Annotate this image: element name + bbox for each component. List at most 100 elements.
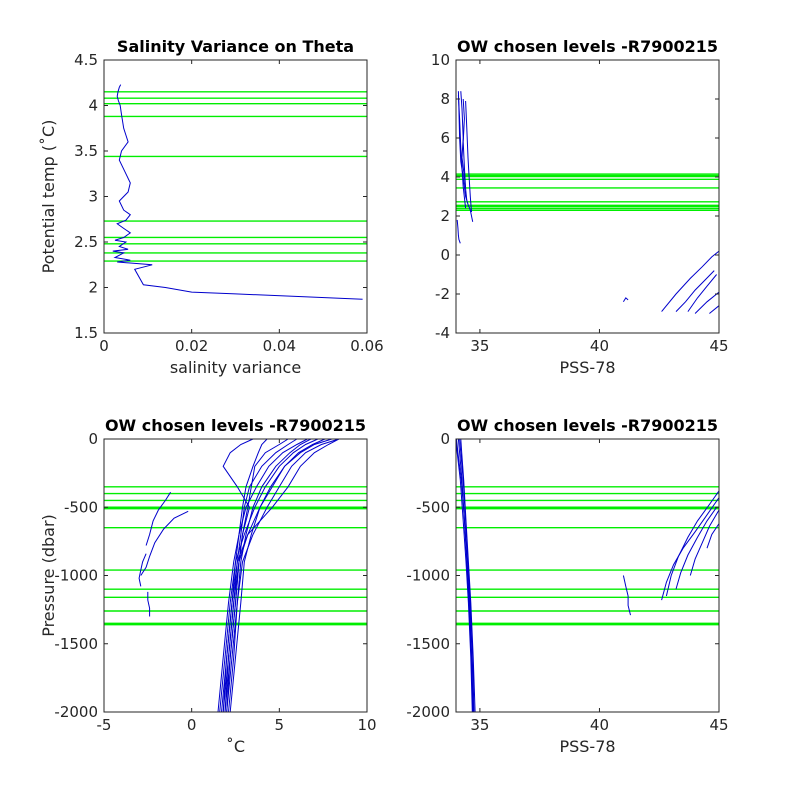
profile-line	[694, 291, 720, 314]
panel-ow-salinity-pressure: 35 40 45 -2000 -1500 -1000 -500 0 OW chosen le…	[406, 416, 728, 756]
profile-line	[661, 497, 720, 601]
y-tick-label: -1500	[406, 635, 450, 653]
y-tick-label: -500	[64, 498, 98, 516]
x-ticks: -5 0 5 10	[97, 439, 377, 734]
x-tick-label: 10	[357, 716, 376, 734]
x-tick-label: 0.06	[350, 337, 383, 355]
x-tick-label: 45	[709, 716, 728, 734]
profile-line	[706, 523, 720, 549]
profile-line	[455, 438, 473, 713]
profile-line	[661, 250, 720, 312]
y-ticks: 1.5 2 2.5 3 3.5 4 4.5	[74, 51, 367, 342]
y-tick-label: -1000	[54, 567, 98, 585]
profile-line	[138, 553, 147, 587]
x-axis-label: ˚C	[226, 737, 245, 756]
y-tick-label: 0	[88, 430, 98, 448]
x-axis-label: PSS-78	[559, 737, 615, 756]
profile-line	[229, 438, 326, 713]
x-tick-label: 0.02	[175, 337, 208, 355]
x-axis-label: salinity variance	[170, 358, 301, 377]
profile-line	[222, 438, 254, 713]
panel-title: OW chosen levels -R7900215	[457, 37, 718, 56]
y-axis-label: Potential temp (˚C)	[39, 120, 58, 274]
y-tick-label: -4	[435, 324, 450, 342]
data-series	[138, 438, 340, 713]
y-tick-label: 2.5	[74, 233, 98, 251]
y-axis-label: Pressure (dbar)	[39, 514, 58, 637]
x-tick-label: 35	[470, 716, 489, 734]
profile-line	[675, 507, 718, 590]
profile-line	[622, 575, 631, 616]
profile-line	[112, 84, 363, 300]
y-tick-label: 0	[440, 246, 450, 264]
x-tick-label: 40	[590, 337, 609, 355]
x-tick-label: 0	[187, 716, 197, 734]
x-tick-label: 40	[590, 716, 609, 734]
profile-line	[622, 297, 629, 303]
panel-ow-salinity-theta: 35 40 45 -4 -2 0 2 4 6 8 10 OW chosen levels -R79…	[431, 37, 729, 377]
panel-title: Salinity Variance on Theta	[117, 37, 354, 56]
y-tick-label: 1.5	[74, 324, 98, 342]
profile-line	[457, 95, 467, 209]
profile-line	[689, 509, 720, 576]
x-tick-label: 5	[275, 716, 285, 734]
chosen-level-lines	[104, 91, 367, 262]
y-tick-label: 2	[440, 207, 450, 225]
y-ticks: -2000 -1500 -1000 -500 0	[54, 430, 367, 721]
y-tick-label: 4	[440, 168, 450, 186]
profile-line	[457, 91, 474, 222]
profile-line	[465, 100, 472, 213]
profile-line	[222, 438, 268, 713]
x-tick-label: 45	[709, 337, 728, 355]
y-tick-label: 4.5	[74, 51, 98, 69]
profile-line	[709, 305, 720, 314]
profile-line	[665, 490, 720, 597]
profile-line	[224, 438, 340, 713]
x-axis-label: PSS-78	[559, 358, 615, 377]
chosen-level-lines	[456, 486, 719, 626]
x-ticks: 0 0.02 0.04 0.06	[99, 60, 384, 355]
y-tick-label: 3.5	[74, 142, 98, 160]
y-tick-label: 8	[440, 90, 450, 108]
y-ticks: -4 -2 0 2 4 6 8 10	[431, 51, 719, 342]
y-tick-label: -500	[416, 498, 450, 516]
profile-line	[140, 510, 189, 576]
profile-line	[456, 438, 474, 713]
profile-line	[460, 438, 476, 713]
panel-title: OW chosen levels -R7900215	[105, 416, 366, 435]
x-ticks: 35 40 45	[470, 60, 729, 355]
panel-salinity-variance: 0 0.02 0.04 0.06 1.5 2 2.5 3 3.5 4 4.5 Salinity V…	[39, 37, 384, 377]
y-tick-label: 2	[88, 279, 98, 297]
profile-line	[228, 438, 312, 713]
x-ticks: 35 40 45	[470, 439, 729, 734]
data-series	[455, 438, 720, 713]
y-tick-label: -1000	[406, 567, 450, 585]
profile-line	[462, 98, 467, 189]
y-tick-label: 4	[88, 97, 98, 115]
data-series	[112, 84, 363, 300]
profile-line	[147, 591, 151, 617]
profile-line	[687, 274, 717, 312]
profile-line	[219, 438, 319, 713]
x-tick-label: -5	[97, 716, 112, 734]
y-tick-label: 0	[440, 430, 450, 448]
x-tick-label: 35	[470, 337, 489, 355]
y-tick-label: -2000	[54, 703, 98, 721]
y-ticks: -2000 -1500 -1000 -500 0	[406, 430, 719, 721]
profile-line	[145, 491, 172, 546]
y-tick-label: 6	[440, 129, 450, 147]
data-series	[456, 91, 720, 314]
x-tick-label: 0	[99, 337, 109, 355]
y-tick-label: -1500	[54, 635, 98, 653]
panel-title: OW chosen levels -R7900215	[457, 416, 718, 435]
y-tick-label: -2	[435, 285, 450, 303]
axes-box	[455, 59, 720, 334]
y-tick-label: -2000	[406, 703, 450, 721]
x-tick-label: 0.04	[263, 337, 296, 355]
profile-line	[217, 438, 308, 713]
panel-ow-temperature-pressure: -5 0 5 10 -2000 -1500 -1000 -500 0 OW chosen le…	[39, 416, 377, 756]
profile-line	[675, 270, 715, 312]
y-tick-label: 10	[431, 51, 450, 69]
